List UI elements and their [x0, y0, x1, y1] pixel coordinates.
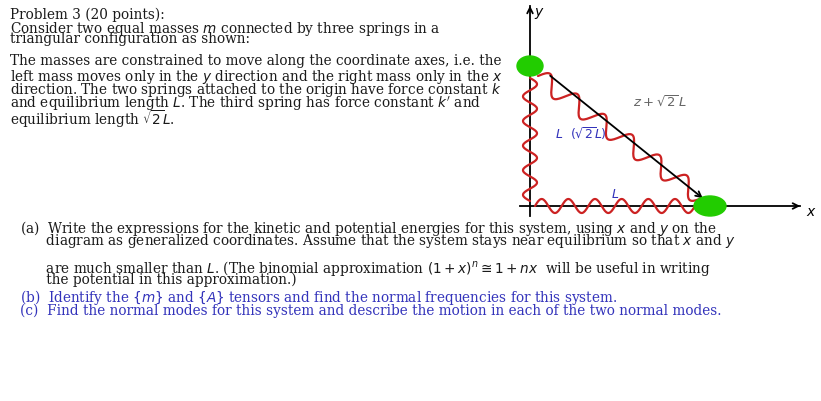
Text: $L\ \ (\sqrt{2}L)$: $L\ \ (\sqrt{2}L)$: [555, 125, 607, 142]
Text: the potential in this approximation.): the potential in this approximation.): [20, 272, 296, 287]
Ellipse shape: [694, 196, 726, 217]
Text: y: y: [534, 5, 542, 19]
Text: are much smaller than $L$. (The binomial approximation $\left(1+x\right)^{n}\con: are much smaller than $L$. (The binomial…: [20, 259, 711, 278]
Text: direction. The two springs attached to the origin have force constant $k$: direction. The two springs attached to t…: [10, 81, 502, 99]
Text: (b)  Identify the $\left\{m\right\}$ and $\left\{A\right\}$ tensors and find the: (b) Identify the $\left\{m\right\}$ and …: [20, 288, 617, 307]
Text: x: x: [806, 205, 814, 219]
Text: left mass moves only in the $y$ direction and the right mass only in the $x$: left mass moves only in the $y$ directio…: [10, 67, 503, 85]
Ellipse shape: [517, 57, 543, 77]
Text: (a)  Write the expressions for the kinetic and potential energies for this syste: (a) Write the expressions for the kineti…: [20, 219, 717, 237]
Text: $L$: $L$: [611, 188, 619, 201]
Text: The masses are constrained to move along the coordinate axes, i.e. the: The masses are constrained to move along…: [10, 54, 502, 68]
Text: Problem 3 (20 points):: Problem 3 (20 points):: [10, 8, 165, 22]
Text: $z+\sqrt{2}\,L$: $z+\sqrt{2}\,L$: [633, 94, 687, 109]
Text: equilibrium length $\sqrt{2}L$.: equilibrium length $\sqrt{2}L$.: [10, 108, 175, 130]
Text: and equilibrium length $L$. The third spring has force constant $k'$ and: and equilibrium length $L$. The third sp…: [10, 94, 481, 112]
Text: (c)  Find the normal modes for this system and describe the motion in each of th: (c) Find the normal modes for this syste…: [20, 303, 722, 318]
Text: Consider two equal masses $m$ connected by three springs in a: Consider two equal masses $m$ connected …: [10, 20, 441, 38]
Text: triangular configuration as shown:: triangular configuration as shown:: [10, 32, 250, 46]
Text: diagram as generalized coordinates. Assume that the system stays near equilibriu: diagram as generalized coordinates. Assu…: [20, 232, 736, 250]
